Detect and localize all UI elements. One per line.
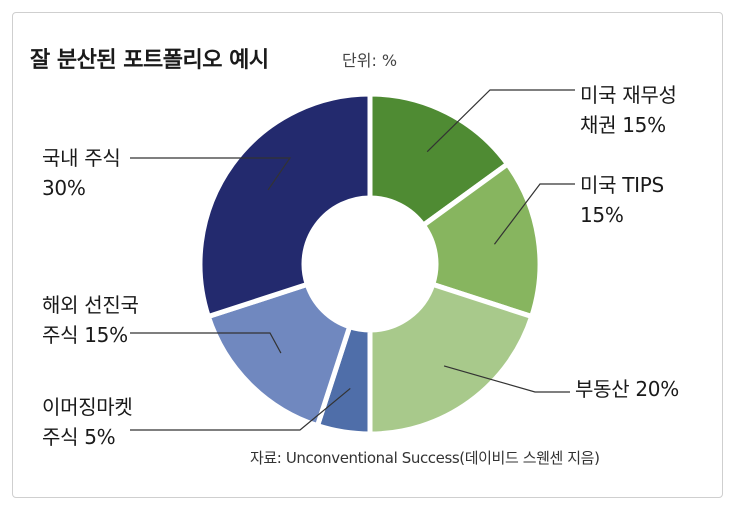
leader-line-3 (130, 387, 351, 431)
slice-1 (420, 161, 543, 320)
label-emerging-market: 이머징마켓 주식 5% (42, 395, 133, 449)
label-us-tips: 미국 TIPS 15% (580, 173, 664, 227)
leader-line-4 (130, 332, 282, 354)
unit-label: 단위: % (342, 51, 398, 70)
chart-frame (12, 12, 723, 498)
slice-4 (205, 281, 353, 429)
label-us-treasury: 미국 재무성 채권 15% (580, 83, 677, 137)
slice-0 (367, 91, 511, 228)
leader-line-2 (443, 365, 570, 393)
leader-line-1 (493, 183, 575, 245)
label-real-estate: 부동산 20% (575, 377, 679, 401)
label-developed-foreign: 해외 선진국 주식 15% (42, 293, 139, 347)
chart-title: 잘 분산된 포트폴리오 예시 (30, 48, 269, 73)
slice-2 (367, 281, 535, 437)
leader-line-0 (426, 89, 575, 153)
source-note: 자료: Unconventional Success(데이비드 스웬센 지음) (250, 449, 600, 467)
slice-5 (197, 91, 373, 320)
label-domestic-stock: 국내 주식 30% (42, 146, 121, 200)
leader-line-5 (130, 157, 292, 191)
